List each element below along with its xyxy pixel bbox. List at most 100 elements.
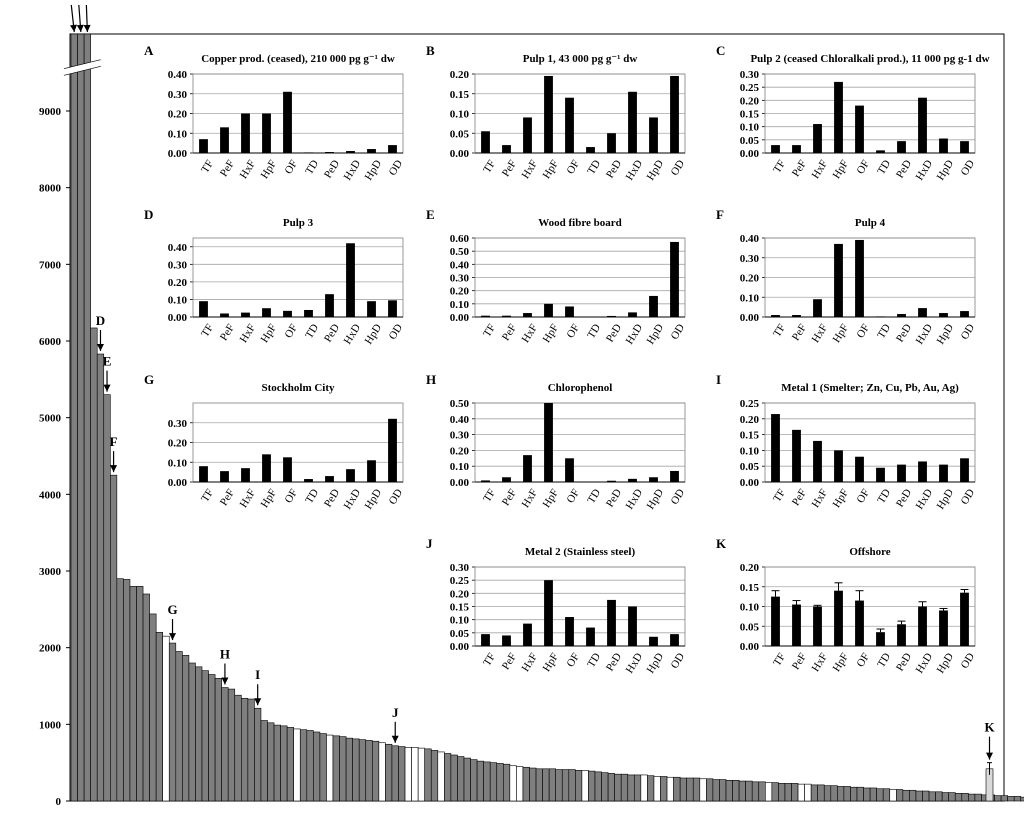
bar: [813, 299, 822, 317]
y-tick-label: 9000: [39, 106, 62, 118]
bar: [199, 466, 208, 482]
bar: [915, 790, 923, 802]
marker-label: D: [96, 313, 105, 328]
bar: [649, 477, 658, 482]
marker-label: H: [220, 647, 230, 662]
y-tick-label: 2000: [39, 643, 62, 655]
bar: [326, 734, 334, 802]
bar: [502, 477, 511, 482]
bar: [918, 308, 927, 317]
bar: [935, 791, 943, 802]
y-tick-label: 0.20: [740, 273, 760, 285]
y-tick-label: 0.15: [450, 602, 470, 614]
y-tick-label: 0.20: [450, 69, 470, 81]
bar: [792, 315, 801, 317]
bar: [283, 91, 292, 153]
bar: [136, 586, 144, 802]
y-tick-label: 0.00: [168, 148, 188, 160]
bar: [620, 773, 629, 802]
y-tick-label: 0.50: [450, 246, 470, 258]
marker-label: K: [984, 720, 995, 735]
bar: [817, 784, 825, 802]
bar: [306, 730, 314, 802]
bar: [837, 786, 845, 802]
panel-title: Offshore: [849, 546, 890, 558]
bar: [633, 774, 642, 802]
x-tick-label: TF: [199, 487, 216, 504]
y-tick-label: 0.20: [168, 277, 188, 289]
y-tick-label: 0.15: [740, 430, 760, 442]
bar: [502, 315, 511, 317]
y-tick-label: 0.00: [740, 148, 760, 160]
y-tick-label: 0.05: [740, 621, 760, 633]
y-tick-label: 7000: [39, 259, 62, 271]
x-tick-label: TF: [481, 487, 498, 504]
bar: [254, 707, 262, 802]
bar: [834, 450, 843, 482]
bar: [247, 698, 255, 802]
bar: [960, 311, 969, 317]
overflow-arrow-head: [70, 24, 77, 32]
y-tick-label: 0.10: [740, 602, 760, 614]
panel-backdrop: [427, 44, 693, 187]
bar: [502, 145, 511, 153]
bar: [280, 725, 288, 802]
x-tick-label: TF: [771, 322, 788, 339]
bar: [1000, 795, 1008, 802]
y-tick-label: 0.40: [740, 233, 760, 245]
bar: [670, 470, 679, 482]
bar: [1020, 796, 1024, 802]
panel-backdrop: [145, 208, 411, 351]
y-tick-label: 0.25: [740, 82, 760, 94]
bar: [346, 469, 355, 482]
bar: [968, 793, 976, 802]
y-tick-label: 0.00: [450, 477, 470, 489]
panel-backdrop: [427, 373, 693, 516]
panel-backdrop: [717, 537, 983, 680]
panel-title: Metal 2 (Stainless steel): [525, 546, 636, 558]
bar: [850, 786, 858, 802]
bar: [220, 471, 229, 482]
x-tick-label: TF: [481, 651, 498, 668]
bar: [489, 762, 498, 802]
bar: [221, 687, 229, 802]
bar: [437, 751, 445, 802]
y-tick-label: 0.10: [740, 292, 760, 304]
bar: [388, 145, 397, 153]
bar: [686, 777, 694, 802]
panel-title: Pulp 1, 43 000 pg g⁻¹ dw: [523, 53, 638, 65]
bar: [855, 456, 864, 482]
bar: [371, 740, 380, 802]
panel-letter: D: [144, 207, 153, 222]
bar: [771, 596, 780, 646]
bar: [960, 141, 969, 153]
bar: [332, 735, 340, 802]
bar: [791, 783, 799, 802]
bar: [863, 787, 871, 802]
y-tick-label: 0.20: [168, 109, 188, 121]
bar: [565, 306, 574, 317]
bar: [496, 763, 504, 802]
main-bar-chart: 0 1000 2000 3000 4000 5000 6000 7000 8000 9000 D E F…: [39, 4, 1024, 808]
y-tick-label: 0.20: [168, 438, 188, 450]
y-tick-label: 0.30: [450, 273, 470, 285]
panel-letter: E: [426, 207, 435, 222]
bar: [523, 623, 532, 646]
bar: [90, 327, 98, 802]
bar: [810, 784, 819, 802]
bar: [902, 789, 910, 802]
bar: [339, 736, 347, 802]
bar: [607, 480, 616, 482]
bar: [961, 793, 969, 802]
marker-arrow-head: [254, 698, 262, 706]
bar: [939, 313, 948, 317]
bar: [262, 308, 271, 317]
x-tick-label: TF: [481, 322, 498, 339]
bar: [283, 310, 292, 317]
bar: [712, 779, 720, 802]
y-tick-label: 0.00: [450, 148, 470, 160]
bar: [897, 464, 906, 482]
